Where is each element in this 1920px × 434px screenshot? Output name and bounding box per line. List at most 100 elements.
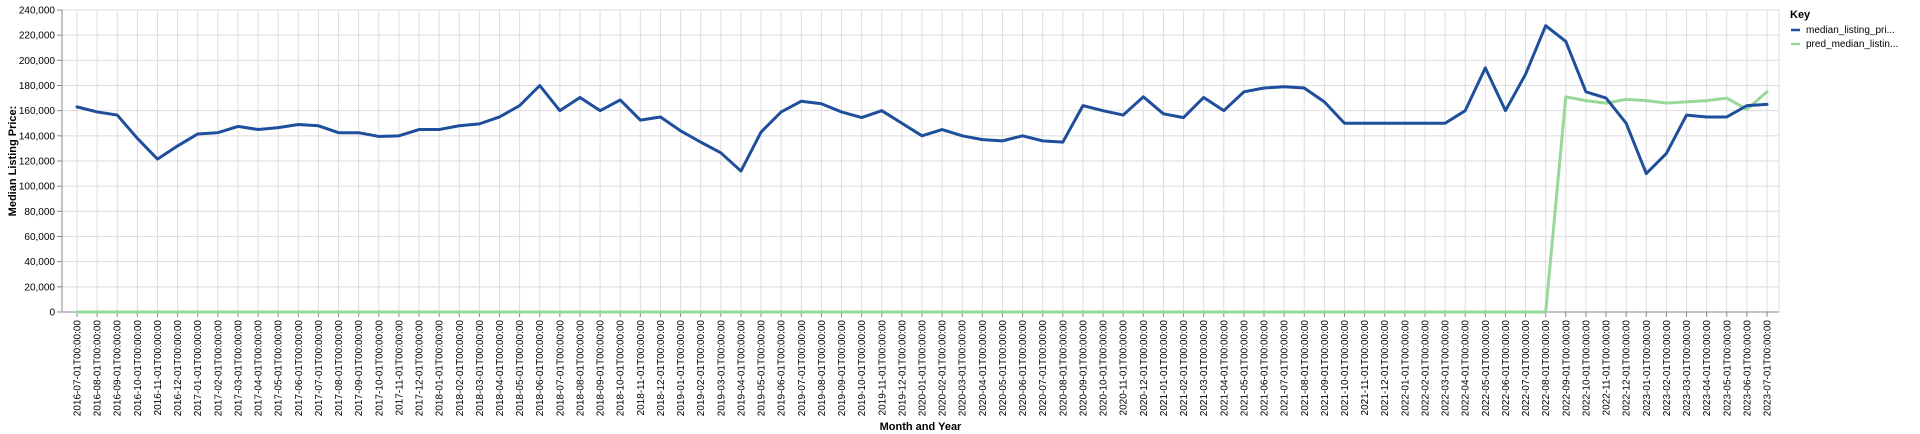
y-axis-title: Median Listing Price: <box>7 106 19 217</box>
x-tick-label: 2022-04-01T00:00:00 <box>1461 320 1472 417</box>
x-tick-label: 2019-07-01T00:00:00 <box>797 320 808 417</box>
x-tick-label: 2022-01-01T00:00:00 <box>1400 320 1411 417</box>
x-tick-label: 2021-07-01T00:00:00 <box>1280 320 1291 417</box>
legend-label: median_listing_pri... <box>1806 25 1895 36</box>
x-tick-label: 2017-05-01T00:00:00 <box>274 320 285 417</box>
x-tick-label: 2017-11-01T00:00:00 <box>394 320 405 416</box>
x-tick-label: 2018-05-01T00:00:00 <box>515 320 526 417</box>
y-tick-label: 60,000 <box>24 232 55 243</box>
x-axis: 2016-07-01T00:00:00 2016-08-01T00:00:00 20… <box>62 311 1779 417</box>
x-tick-label: 2018-04-01T00:00:00 <box>495 320 506 417</box>
x-tick-label: 2022-03-01T00:00:00 <box>1441 320 1452 417</box>
x-tick-label: 2020-11-01T00:00:00 <box>1119 320 1130 416</box>
legend-label: pred_median_listin... <box>1806 39 1898 50</box>
y-tick-label: 40,000 <box>24 257 55 268</box>
x-tick-label: 2021-08-01T00:00:00 <box>1300 320 1311 417</box>
x-tick-label: 2019-06-01T00:00:00 <box>777 320 788 417</box>
x-tick-label: 2021-02-01T00:00:00 <box>1179 320 1190 417</box>
x-tick-label: 2020-08-01T00:00:00 <box>1058 320 1069 417</box>
x-tick-label: 2017-09-01T00:00:00 <box>354 320 365 417</box>
x-tick-label: 2017-02-01T00:00:00 <box>213 320 224 417</box>
y-tick-label: 140,000 <box>19 131 56 142</box>
x-tick-label: 2023-02-01T00:00:00 <box>1662 320 1673 417</box>
x-tick-label: 2019-03-01T00:00:00 <box>716 320 727 417</box>
x-tick-label: 2019-12-01T00:00:00 <box>897 320 908 417</box>
x-tick-label: 2018-03-01T00:00:00 <box>475 320 486 417</box>
x-tick-label: 2016-07-01T00:00:00 <box>73 320 84 417</box>
y-tick-label: 20,000 <box>24 282 55 293</box>
x-tick-label: 2016-12-01T00:00:00 <box>173 320 184 417</box>
x-tick-label: 2018-07-01T00:00:00 <box>555 320 566 417</box>
x-tick-label: 2020-03-01T00:00:00 <box>958 320 969 417</box>
x-tick-label: 2020-02-01T00:00:00 <box>938 320 949 417</box>
series-line-pred-median-listing-price <box>75 90 1769 314</box>
y-tick-label: 80,000 <box>24 207 55 218</box>
x-tick-label: 2019-09-01T00:00:00 <box>837 320 848 417</box>
x-tick-label: 2023-06-01T00:00:00 <box>1742 320 1753 417</box>
x-tick-label: 2019-11-01T00:00:00 <box>877 320 888 416</box>
x-tick-label: 2021-11-01T00:00:00 <box>1360 320 1371 416</box>
x-tick-label: 2018-12-01T00:00:00 <box>656 320 667 417</box>
x-tick-label: 2021-01-01T00:00:00 <box>1159 320 1170 417</box>
x-tick-label: 2021-12-01T00:00:00 <box>1380 320 1391 417</box>
x-tick-label: 2020-09-01T00:00:00 <box>1078 320 1089 417</box>
series-layer <box>75 24 1769 314</box>
x-tick-label: 2021-09-01T00:00:00 <box>1320 320 1331 417</box>
x-tick-label: 2019-04-01T00:00:00 <box>736 320 747 417</box>
x-tick-label: 2017-12-01T00:00:00 <box>415 320 426 417</box>
x-tick-label: 2018-10-01T00:00:00 <box>616 320 627 417</box>
x-tick-label: 2019-01-01T00:00:00 <box>676 320 687 417</box>
x-tick-label: 2021-04-01T00:00:00 <box>1219 320 1230 417</box>
x-tick-label: 2016-10-01T00:00:00 <box>133 320 144 417</box>
x-tick-label: 2022-08-01T00:00:00 <box>1541 320 1552 417</box>
x-tick-label: 2016-09-01T00:00:00 <box>113 320 124 417</box>
y-axis: 0 20,000 40,000 60,000 80,000 100,000 120,000 1… <box>19 6 63 319</box>
y-tick-label: 240,000 <box>19 6 56 17</box>
x-tick-label: 2023-01-01T00:00:00 <box>1642 320 1653 417</box>
y-tick-label: 160,000 <box>19 106 56 117</box>
x-tick-label: 2023-05-01T00:00:00 <box>1722 320 1733 417</box>
x-tick-label: 2017-06-01T00:00:00 <box>294 320 305 417</box>
x-tick-label: 2018-06-01T00:00:00 <box>535 320 546 417</box>
x-tick-label: 2019-02-01T00:00:00 <box>696 320 707 417</box>
x-tick-label: 2021-03-01T00:00:00 <box>1199 320 1210 417</box>
x-tick-label: 2018-02-01T00:00:00 <box>455 320 466 417</box>
x-tick-label: 2018-08-01T00:00:00 <box>575 320 586 417</box>
x-tick-label: 2016-08-01T00:00:00 <box>93 320 104 417</box>
x-tick-label: 2020-05-01T00:00:00 <box>998 320 1009 417</box>
x-tick-label: 2022-10-01T00:00:00 <box>1581 320 1592 417</box>
x-tick-label: 2022-02-01T00:00:00 <box>1420 320 1431 417</box>
x-axis-title: Month and Year <box>880 421 962 433</box>
x-tick-label: 2021-06-01T00:00:00 <box>1260 320 1271 417</box>
x-tick-label: 2021-10-01T00:00:00 <box>1340 320 1351 417</box>
x-tick-label: 2018-09-01T00:00:00 <box>596 320 607 417</box>
legend: Key median_listing_pri... pred_median_lis… <box>1790 9 1898 50</box>
x-tick-label: 2021-05-01T00:00:00 <box>1239 320 1250 417</box>
x-tick-label: 2022-09-01T00:00:00 <box>1561 320 1572 417</box>
x-tick-label: 2017-07-01T00:00:00 <box>314 320 325 417</box>
x-tick-label: 2023-03-01T00:00:00 <box>1682 320 1693 417</box>
series-line-median-listing-price <box>75 24 1769 176</box>
x-tick-label: 2019-08-01T00:00:00 <box>817 320 828 417</box>
x-tick-label: 2017-01-01T00:00:00 <box>193 320 204 417</box>
x-tick-label: 2020-01-01T00:00:00 <box>918 320 929 417</box>
y-tick-label: 0 <box>49 308 55 319</box>
x-tick-label: 2016-11-01T00:00:00 <box>153 320 164 416</box>
legend-title: Key <box>1790 9 1811 21</box>
y-tick-label: 200,000 <box>19 56 56 67</box>
x-tick-label: 2022-12-01T00:00:00 <box>1622 320 1633 417</box>
x-tick-label: 2022-06-01T00:00:00 <box>1501 320 1512 417</box>
x-tick-label: 2019-05-01T00:00:00 <box>757 320 768 417</box>
x-tick-label: 2017-03-01T00:00:00 <box>233 320 244 417</box>
y-tick-label: 220,000 <box>19 31 56 42</box>
x-tick-label: 2020-06-01T00:00:00 <box>1018 320 1029 417</box>
y-tick-label: 180,000 <box>19 81 56 92</box>
x-tick-label: 2023-04-01T00:00:00 <box>1702 320 1713 417</box>
x-tick-label: 2020-10-01T00:00:00 <box>1099 320 1110 417</box>
x-tick-label: 2020-12-01T00:00:00 <box>1139 320 1150 417</box>
x-tick-label: 2017-08-01T00:00:00 <box>334 320 345 417</box>
x-tick-label: 2020-04-01T00:00:00 <box>978 320 989 417</box>
grid-lines <box>61 9 1780 313</box>
x-tick-label: 2019-10-01T00:00:00 <box>857 320 868 417</box>
